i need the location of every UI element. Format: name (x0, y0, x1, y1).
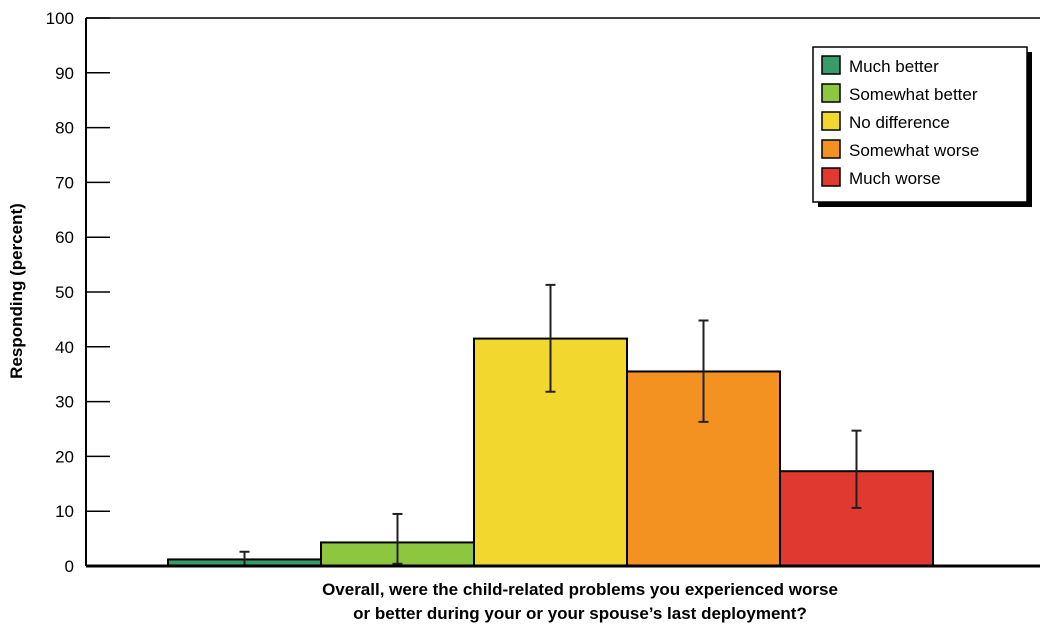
y-tick-label: 20 (55, 447, 74, 466)
legend-swatch (821, 55, 841, 75)
y-tick-label: 40 (55, 338, 74, 357)
legend-label: Much worse (849, 169, 941, 188)
legend-label: No difference (849, 113, 950, 132)
error-bar-somewhat-better (392, 512, 403, 565)
legend-swatch (821, 139, 841, 159)
legend-swatch (821, 111, 841, 131)
y-tick-label: 70 (55, 173, 74, 192)
legend-swatch (821, 83, 841, 103)
legend-label: Somewhat worse (849, 141, 979, 160)
y-tick-label: 30 (55, 393, 74, 412)
y-tick-labels: 0 10 20 30 40 50 60 70 80 90 100 (46, 9, 74, 576)
x-axis-label-line-2: or better during your or your spouse’s l… (353, 604, 807, 623)
y-tick-label: 80 (55, 119, 74, 138)
error-bar-somewhat-worse (698, 319, 709, 423)
y-tick-label: 90 (55, 64, 74, 83)
legend-item: Much better (821, 55, 939, 76)
legend-label: Somewhat better (849, 85, 978, 104)
y-tick-marks (86, 17, 1040, 567)
error-bar-no-difference (545, 283, 556, 393)
legend-item: Somewhat better (821, 83, 978, 104)
x-axis-label-line-1: Overall, were the child-related problems… (322, 580, 838, 599)
y-tick-label: 50 (55, 283, 74, 302)
y-tick-label: 100 (46, 9, 74, 28)
y-tick-label: 60 (55, 228, 74, 247)
legend-item: No difference (821, 111, 950, 132)
error-bar-much-worse (851, 429, 862, 509)
legend-swatch (821, 167, 841, 187)
legend: Much better Somewhat better No difference S… (812, 46, 1032, 207)
legend-item: Somewhat worse (821, 139, 979, 160)
y-tick-label: 0 (65, 557, 74, 576)
error-bars (239, 283, 862, 567)
legend-label: Much better (849, 57, 939, 76)
legend-item: Much worse (821, 167, 941, 188)
bar-somewhat-worse (626, 370, 781, 567)
y-axis-label: Responding (percent) (7, 203, 26, 379)
y-tick-label: 10 (55, 502, 74, 521)
legend-box (812, 46, 1028, 203)
